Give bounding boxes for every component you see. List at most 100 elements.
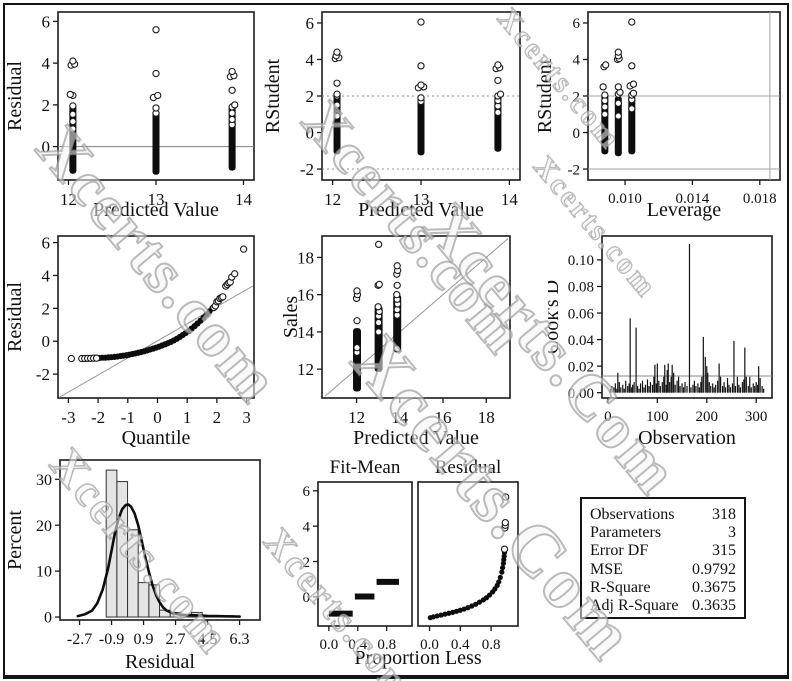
stats-row: R-Square 0.3675 xyxy=(590,579,736,597)
svg-text:18: 18 xyxy=(297,248,314,267)
svg-text:0.4: 0.4 xyxy=(348,637,367,653)
svg-text:3: 3 xyxy=(242,408,251,427)
svg-text:-2: -2 xyxy=(91,408,105,427)
panel-rstudent-vs-predicted: 12 13 14 -2 0 2 4 6 Predicted Value RStudent xyxy=(264,11,521,221)
stats-row: MSE 0.9792 xyxy=(590,561,736,579)
svg-text:2: 2 xyxy=(303,555,311,571)
panel-residual-histogram: -2.7 -0.9 0.9 2.7 4.5 6.3 0 10 20 30 Residual Perce… xyxy=(6,459,261,673)
svg-text:13: 13 xyxy=(413,190,430,209)
svg-text:0: 0 xyxy=(573,126,581,142)
svg-text:-2: -2 xyxy=(300,160,314,179)
svg-text:0.010: 0.010 xyxy=(608,191,642,207)
svg-text:0.00: 0.00 xyxy=(568,386,594,402)
stat-value: 315 xyxy=(712,542,736,560)
svg-text:14: 14 xyxy=(235,190,253,209)
svg-text:Residual: Residual xyxy=(6,61,26,131)
svg-text:0.0: 0.0 xyxy=(319,637,338,653)
svg-text:Quantile: Quantile xyxy=(122,427,191,449)
stats-row: Error DF 315 xyxy=(590,542,736,560)
svg-text:4: 4 xyxy=(573,53,581,69)
svg-text:0: 0 xyxy=(153,408,162,427)
svg-text:0: 0 xyxy=(604,409,612,425)
svg-text:12: 12 xyxy=(348,408,365,427)
panel-residual-vs-predicted: 12 13 14 0 2 4 6 Predicted Value Residual xyxy=(6,11,255,221)
svg-text:0.06: 0.06 xyxy=(568,306,595,322)
svg-text:Observation: Observation xyxy=(638,427,736,449)
svg-text:14: 14 xyxy=(391,408,409,427)
svg-text:0.8: 0.8 xyxy=(377,637,396,653)
svg-text:0.10: 0.10 xyxy=(568,253,594,269)
svg-text:6: 6 xyxy=(42,234,51,253)
stat-label: R-Square xyxy=(590,578,651,596)
svg-text:0.8: 0.8 xyxy=(482,637,501,653)
svg-text:Cook's D: Cook's D xyxy=(548,280,563,354)
svg-text:Percent: Percent xyxy=(6,510,26,570)
svg-text:4: 4 xyxy=(42,266,51,285)
svg-text:Residual: Residual xyxy=(6,282,26,352)
svg-text:-2.7: -2.7 xyxy=(67,631,92,648)
stat-label: Error DF xyxy=(590,542,649,560)
svg-text:12: 12 xyxy=(60,190,77,209)
svg-text:-0.9: -0.9 xyxy=(99,631,124,648)
stat-value: 3 xyxy=(728,524,736,542)
svg-text:12: 12 xyxy=(297,360,314,379)
svg-text:0.014: 0.014 xyxy=(676,191,710,207)
svg-text:6: 6 xyxy=(573,16,581,32)
svg-text:13: 13 xyxy=(148,190,165,209)
svg-text:14: 14 xyxy=(501,190,518,209)
svg-text:0.4: 0.4 xyxy=(451,637,470,653)
fit-statistics-table: Observations 318 Parameters 3 Error DF 315 MSE… xyxy=(580,497,746,619)
svg-text:10: 10 xyxy=(36,564,52,581)
svg-text:14: 14 xyxy=(297,323,315,342)
svg-text:Predicted Value: Predicted Value xyxy=(358,199,484,221)
stat-value: 318 xyxy=(712,506,736,523)
svg-text:6.3: 6.3 xyxy=(230,631,250,648)
stat-label: MSE xyxy=(590,560,623,578)
stat-label: Parameters xyxy=(590,524,662,542)
stats-row: Parameters 3 xyxy=(590,524,736,542)
svg-text:Residual: Residual xyxy=(435,457,502,478)
svg-text:RStudent: RStudent xyxy=(264,58,284,133)
svg-text:12: 12 xyxy=(324,190,341,209)
stat-value: 0.3675 xyxy=(692,578,736,596)
svg-text:2.7: 2.7 xyxy=(166,631,186,648)
svg-text:0.018: 0.018 xyxy=(743,191,777,207)
svg-text:0.08: 0.08 xyxy=(568,280,594,296)
svg-text:-2: -2 xyxy=(568,162,581,178)
svg-text:Fit-Mean: Fit-Mean xyxy=(330,457,401,478)
svg-text:18: 18 xyxy=(478,408,495,427)
svg-text:4.5: 4.5 xyxy=(198,631,218,648)
stats-table: Observations 318 Parameters 3 Error DF 315 MSE… xyxy=(590,506,736,615)
stats-row: Observations 318 xyxy=(590,506,736,524)
panel-fit-mean-residual-spread: 0.0 0.4 0.8 0 2 4 6 Fit-Mean 0.0 0.4 0.8 Residual Pr… xyxy=(303,457,519,669)
stat-label: Observations xyxy=(590,506,675,523)
svg-text:2: 2 xyxy=(573,89,581,105)
svg-text:0: 0 xyxy=(42,138,51,157)
stat-value: 0.9792 xyxy=(692,560,736,578)
svg-text:Proportion Less: Proportion Less xyxy=(354,647,481,669)
svg-text:0.9: 0.9 xyxy=(134,631,154,648)
svg-text:2: 2 xyxy=(306,87,315,106)
stats-row: Adj R-Square 0.3635 xyxy=(590,597,736,615)
svg-text:-2: -2 xyxy=(36,365,50,384)
svg-text:Predicted Value: Predicted Value xyxy=(93,199,219,221)
svg-text:-3: -3 xyxy=(61,408,75,427)
svg-text:0.04: 0.04 xyxy=(568,333,595,349)
svg-text:Predicted Value: Predicted Value xyxy=(353,427,479,449)
svg-text:0: 0 xyxy=(42,332,51,351)
panel-rstudent-vs-leverage: 0.010 0.014 0.018 -2 0 2 4 6 Leverage RStudent xyxy=(536,11,781,221)
svg-text:4: 4 xyxy=(42,54,51,73)
svg-text:0.0: 0.0 xyxy=(420,637,439,653)
svg-text:20: 20 xyxy=(36,518,52,535)
svg-text:6: 6 xyxy=(306,14,315,33)
svg-text:6: 6 xyxy=(42,12,51,31)
svg-text:Sales: Sales xyxy=(282,296,302,338)
svg-text:0: 0 xyxy=(306,123,315,142)
svg-text:4: 4 xyxy=(306,50,315,69)
svg-text:0: 0 xyxy=(44,610,52,627)
svg-text:30: 30 xyxy=(36,472,52,489)
svg-text:1: 1 xyxy=(183,408,192,427)
stat-label: Adj R-Square xyxy=(590,597,679,615)
